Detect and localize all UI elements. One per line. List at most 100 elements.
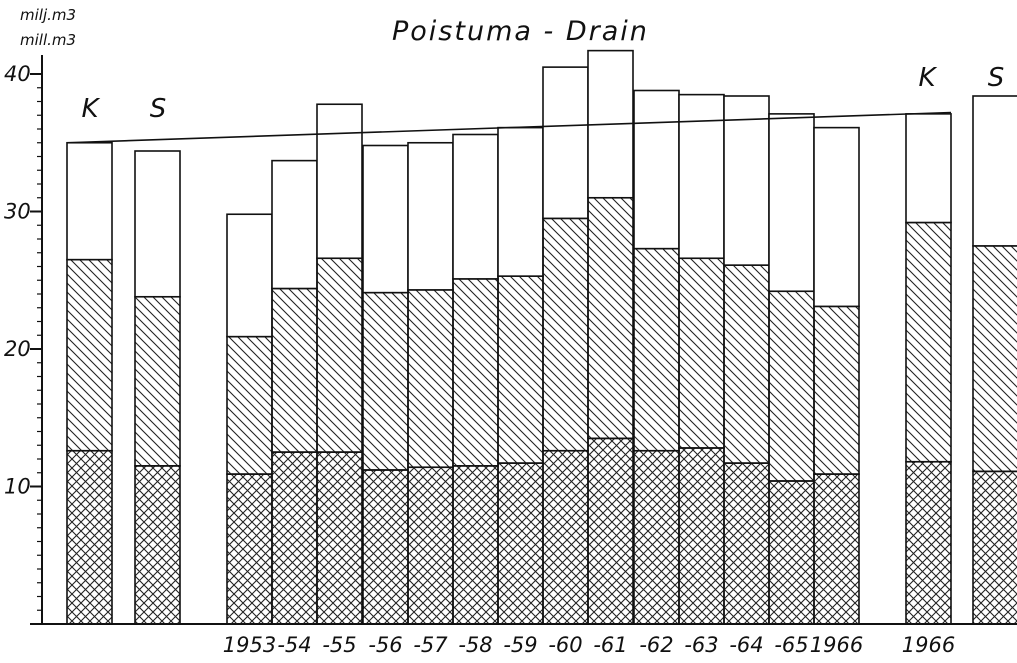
bar-segment-middle [362,291,409,471]
bar-segment-bottom [905,460,952,625]
bar-segment-top [972,95,1017,247]
bar-segment-top [633,89,680,250]
bar [66,141,113,625]
bar-segment-top [813,126,860,308]
bar-segment-top [271,159,318,290]
bar-segment-bottom [226,473,273,625]
y-unit-line-2: mill.m3 [20,31,76,49]
bar-segment-top [66,141,113,261]
bar [723,95,770,625]
bar [407,141,454,625]
bar-segment-bottom [813,473,860,625]
y-axis-tick-labels: 10 20 30 40 [4,62,31,499]
bar-segment-bottom [542,449,589,625]
y-tick-label: 30 [4,200,31,224]
x-tick-label: 1966 [810,633,863,657]
bar-segment-top [316,103,363,260]
bar [587,49,634,625]
bar-segment-top [768,113,815,293]
bar-segment-middle [678,257,725,449]
bar-segment-bottom [407,466,454,625]
x-tick-label: -55 [322,633,356,657]
group-label: S [988,63,1005,93]
bar-segment-top [226,213,273,338]
bar-segment-top [678,93,725,260]
x-tick-label: -61 [593,633,627,657]
bar-segment-bottom [678,447,725,625]
bar [678,93,725,625]
bar-segment-top [452,133,499,280]
x-tick-label: -60 [548,633,582,657]
y-unit-line-1: milj.m3 [20,6,76,24]
x-tick-label: 1953 [223,633,276,657]
bar-segment-bottom [723,462,770,625]
bar [905,113,952,625]
bar-segment-middle [723,264,770,464]
bar-segment-middle [972,245,1017,473]
bar-segment-bottom [66,449,113,625]
group-label: S [150,94,167,124]
bar-segment-top [723,95,770,266]
bar-segment-bottom [134,465,181,625]
bar-segment-middle [813,305,860,475]
bar-segment-top [497,126,544,277]
x-tick-label: -56 [368,633,402,657]
bar-segment-top [905,113,952,224]
trend-line-layer [66,111,952,144]
bar-segment-bottom [497,462,544,625]
x-tick-label: -57 [413,633,448,657]
bar [452,133,499,625]
bar-segment-bottom [271,451,318,625]
bar-segment-middle [587,196,634,440]
group-labels: K S K S [81,63,1004,124]
x-axis-labels: 1953 -54 -55 -56 -57 -58 -59 -60 -61 -62 -63 -64 -65… [223,633,955,657]
bar-segment-middle [271,287,318,453]
bar-segment-middle [542,217,589,452]
bar-segment-top [542,66,589,220]
bar-segment-top [134,150,181,298]
group-label: K [81,94,100,124]
bar-segment-top [407,141,454,291]
bar-segment-middle [226,335,273,475]
bar-segment-middle [407,289,454,469]
bar-segment-middle [66,258,113,452]
bars [66,49,1017,625]
bar-segment-middle [134,295,181,467]
group-label: K [918,63,937,93]
bar-segment-middle [905,221,952,463]
bar-segment-bottom [768,480,815,625]
bar-segment-middle [768,290,815,482]
x-tick-label: -62 [639,633,673,657]
y-axis-ticks [30,73,42,625]
bar-segment-bottom [587,437,634,625]
x-tick-label: -63 [684,633,718,657]
bar [134,150,181,625]
bar-segment-bottom [316,451,363,625]
bar [497,126,544,625]
bar [972,95,1017,625]
bar [226,213,273,625]
bar-segment-bottom [633,449,680,625]
x-tick-label: -58 [458,633,492,657]
x-tick-label: -65 [774,633,808,657]
x-tick-label: 1966 [902,633,955,657]
y-tick-label: 20 [4,337,31,361]
x-tick-label: -59 [503,633,537,657]
x-tick-label: -64 [729,633,763,657]
bar-segment-bottom [972,470,1017,625]
bar [768,113,815,625]
bar-segment-middle [633,247,680,452]
bar [542,66,589,625]
bar-segment-bottom [362,469,409,625]
bar-segment-middle [452,278,499,467]
bar [271,159,318,625]
x-tick-label: -54 [277,633,311,657]
bar-segment-bottom [452,465,499,625]
bar-segment-middle [497,275,544,464]
bar-segment-top [362,144,409,294]
bar [633,89,680,625]
y-tick-label: 10 [4,475,31,499]
y-tick-label: 40 [4,62,31,86]
trend-line [66,111,952,144]
